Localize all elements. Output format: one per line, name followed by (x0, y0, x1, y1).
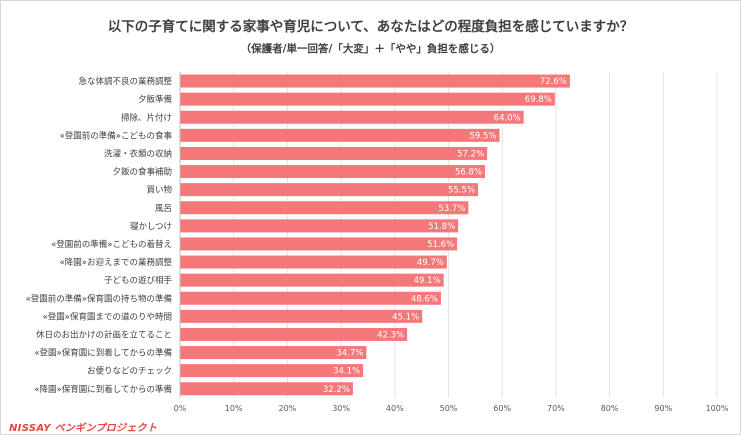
chart-subtitle: （保護者/単一回答/「大変」＋「やや」負担を感じる） (240, 43, 501, 55)
category-label: 急な体調不良の業務調整 (78, 76, 172, 87)
bar (180, 74, 570, 88)
x-tick-label: 60% (493, 404, 511, 413)
category-label: お便りなどのチェック (87, 366, 172, 377)
data-label: 48.6% (411, 294, 438, 304)
x-tick-label: 100% (706, 404, 729, 413)
brand-logo: NISSAY ペンギンプロジェクト (9, 423, 158, 434)
category-label: 買い物 (146, 185, 172, 196)
data-label: 69.8% (525, 95, 552, 105)
data-label: 72.6% (540, 77, 567, 87)
x-tick-label: 80% (601, 404, 619, 413)
category-label: 夕飯の食事補助 (112, 167, 172, 178)
x-tick-label: 90% (654, 404, 672, 413)
category-label: «登園»保育園までの道のりや時間 (43, 311, 172, 322)
bar (180, 110, 524, 124)
bar (180, 364, 364, 378)
bar (180, 219, 459, 233)
x-tick-label: 0% (174, 404, 187, 413)
data-label: 59.5% (469, 131, 496, 141)
bar (180, 146, 488, 160)
data-label: 45.1% (392, 312, 419, 322)
chart-title: 以下の子育てに関する家事や育児について、あなたはどの程度負担を感じていますか？ (107, 19, 634, 35)
data-label: 34.1% (333, 367, 360, 377)
category-label: 休日のお出かけの計画を立てること (36, 329, 172, 340)
bar (180, 273, 444, 287)
x-tick-label: 30% (332, 404, 350, 413)
data-label: 32.2% (323, 385, 350, 395)
data-label: 55.5% (448, 186, 475, 196)
data-label: 64.0% (494, 113, 521, 123)
category-label: 洗濯・衣類の収納 (104, 148, 172, 159)
x-tick-label: 10% (225, 404, 243, 413)
x-tick-label: 20% (279, 404, 297, 413)
x-tick-label: 40% (386, 404, 404, 413)
bar (180, 255, 447, 269)
category-label: «降園»お迎えまでの業務調整 (60, 257, 173, 268)
category-label: «登園前の準備»こどもの食事 (60, 130, 173, 141)
x-tick-label: 70% (547, 404, 565, 413)
category-label: 子どもの遊び相手 (104, 275, 173, 286)
category-label: 掃除、片付け (121, 112, 172, 123)
category-label: 寝かしつけ (130, 221, 172, 232)
bar (180, 309, 423, 323)
data-label: 42.3% (377, 330, 404, 340)
data-label: 34.7% (336, 349, 363, 359)
bar (180, 165, 486, 179)
category-label: «降園»保育園に到着してからの準備 (34, 384, 172, 395)
bar (180, 291, 441, 305)
category-label: 風呂 (155, 204, 172, 214)
data-label: 49.1% (414, 276, 441, 286)
bar (180, 327, 408, 341)
category-label: «登園»保育園に到着してからの準備 (34, 348, 172, 359)
category-label: «登園前の準備»保育園の持ち物の準備 (26, 293, 173, 304)
bar (180, 346, 367, 360)
data-label: 56.8% (455, 168, 482, 178)
x-tick-label: 50% (440, 404, 458, 413)
bar (180, 201, 469, 215)
data-label: 49.7% (417, 258, 444, 268)
bar (180, 92, 555, 106)
data-label: 57.2% (457, 149, 484, 159)
data-label: 51.8% (428, 222, 455, 232)
bar (180, 128, 500, 142)
bar (180, 237, 458, 251)
data-label: 53.7% (438, 204, 465, 214)
bar (180, 382, 353, 396)
category-label: «登園前の準備»こどもの着替え (51, 239, 172, 250)
category-label: 夕飯準備 (138, 94, 173, 105)
data-label: 51.6% (427, 240, 454, 250)
bar (180, 183, 479, 197)
